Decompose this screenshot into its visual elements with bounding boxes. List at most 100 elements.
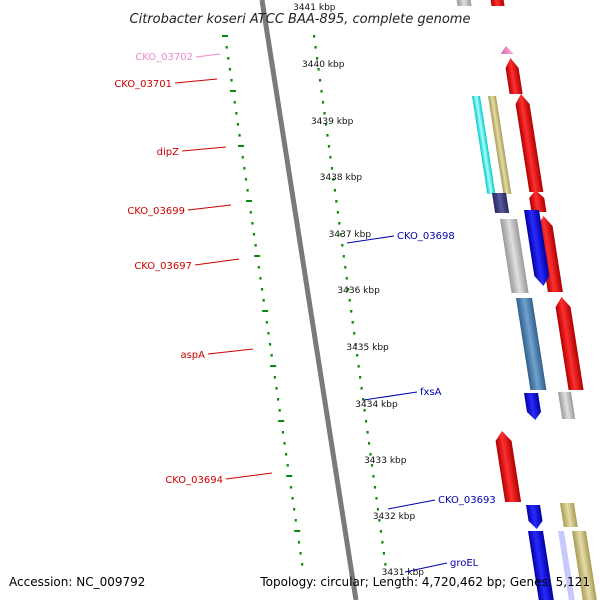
outer-tick-mark bbox=[348, 299, 351, 302]
inner-tick-mark bbox=[278, 409, 281, 412]
inner-tick-mark bbox=[299, 552, 302, 555]
outer-tick-mark bbox=[351, 321, 354, 324]
outer-tick-mark bbox=[321, 101, 325, 104]
outer-tick-mark bbox=[327, 145, 331, 148]
outer-tick-mark bbox=[354, 343, 357, 346]
scale-tick-label: 3437 kbp bbox=[329, 230, 372, 240]
outer-tick-mark bbox=[323, 112, 326, 115]
outer-tick-mark bbox=[342, 255, 345, 258]
inner-tick-mark bbox=[254, 255, 261, 257]
outer-tick-mark bbox=[339, 233, 342, 236]
gene-label: fxsA bbox=[420, 387, 442, 398]
inner-tick-mark bbox=[262, 310, 269, 312]
gene-cko03697 bbox=[500, 219, 529, 293]
gene-aspa-red bbox=[555, 297, 584, 390]
callout-line bbox=[194, 258, 240, 266]
scale-tick-label: 3436 kbp bbox=[337, 286, 380, 296]
gene-cko03697-red bbox=[537, 216, 563, 292]
scale-tick-label: 3433 kbp bbox=[364, 456, 407, 466]
inner-tick-mark bbox=[275, 387, 278, 390]
outer-tick-mark bbox=[347, 288, 350, 291]
inner-tick-mark bbox=[260, 288, 264, 291]
outer-tick-mark bbox=[338, 222, 341, 225]
inner-tick-mark bbox=[235, 112, 238, 115]
inner-tick-mark bbox=[259, 277, 262, 280]
outer-tick-mark bbox=[333, 189, 336, 192]
outer-tick-mark bbox=[344, 266, 347, 269]
inner-tick-mark bbox=[293, 508, 296, 511]
inner-tick-mark bbox=[301, 563, 304, 566]
scale-tick-label: 3440 kbp bbox=[302, 60, 345, 70]
outer-tick-mark bbox=[326, 134, 329, 137]
inner-tick-mark bbox=[291, 497, 294, 500]
outer-tick-mark bbox=[330, 167, 334, 170]
outer-tick-dots bbox=[313, 35, 387, 566]
callout-line bbox=[404, 562, 448, 573]
inner-tick-mark bbox=[297, 541, 301, 544]
gene-label: groEL bbox=[450, 558, 479, 569]
gene-label: CKO_03694 bbox=[165, 475, 223, 486]
outer-tick-mark bbox=[381, 541, 384, 544]
outer-tick-mark bbox=[357, 365, 360, 368]
outer-tick-mark bbox=[366, 431, 369, 434]
outer-tick-mark bbox=[369, 453, 372, 456]
outer-tick-mark bbox=[378, 519, 381, 522]
gene-cko03693 bbox=[525, 505, 543, 529]
inner-tick-mark bbox=[225, 46, 228, 49]
callout-line bbox=[346, 235, 395, 244]
outer-tick-mark bbox=[373, 486, 377, 489]
inner-tick-mark bbox=[246, 189, 249, 192]
callout-line bbox=[207, 348, 254, 355]
inner-tick-mark bbox=[230, 79, 233, 82]
outer-tick-mark bbox=[359, 376, 362, 379]
inner-tick-mark bbox=[262, 299, 265, 302]
inner-tick-mark bbox=[270, 365, 277, 367]
gene-stub-red-top bbox=[489, 0, 505, 6]
inner-tick-mark bbox=[276, 398, 280, 401]
outer-tick-mark bbox=[318, 79, 322, 82]
accession-label: Accession: NC_009792 bbox=[9, 575, 145, 589]
outer-tick-mark bbox=[362, 398, 365, 401]
inner-tick-mark bbox=[241, 156, 244, 159]
outer-tick-mark bbox=[364, 420, 368, 423]
gene-groel-khaki bbox=[571, 531, 598, 600]
map-title: Citrobacter koseri ATCC BAA-895, complet… bbox=[130, 12, 471, 27]
inner-tick-mark bbox=[238, 134, 241, 137]
outer-tick-mark bbox=[363, 409, 366, 412]
outer-tick-mark bbox=[320, 90, 323, 93]
callout-line bbox=[363, 391, 418, 401]
outer-tick-mark bbox=[360, 387, 363, 390]
outer-tick-mark bbox=[345, 277, 348, 280]
gene-aspa bbox=[516, 298, 547, 390]
scale-tick-label: 3439 kbp bbox=[311, 117, 354, 127]
inner-tick-mark bbox=[286, 475, 293, 477]
gene-cko03701 bbox=[505, 58, 523, 94]
inner-tick-mark bbox=[243, 167, 246, 170]
gene-label: CKO_03698 bbox=[397, 231, 455, 242]
callout-line bbox=[195, 53, 221, 58]
gene-label: CKO_03701 bbox=[114, 79, 172, 90]
gene-cko03698 bbox=[524, 210, 550, 286]
inner-tick-mark bbox=[246, 200, 253, 202]
genome-backbone bbox=[259, 0, 359, 600]
outer-tick-mark bbox=[382, 552, 385, 555]
inner-tick-mark bbox=[222, 35, 228, 37]
scale-tick-label: 3441 kbp bbox=[293, 3, 336, 13]
outer-tick-mark bbox=[332, 178, 335, 181]
gene-label: aspA bbox=[180, 350, 205, 361]
outer-tick-mark bbox=[329, 156, 332, 159]
callout-line bbox=[174, 78, 218, 84]
gene-label: CKO_03697 bbox=[134, 261, 192, 272]
scale-tick-label: 3434 kbp bbox=[355, 400, 398, 410]
gene-fxsa-gray bbox=[558, 392, 576, 419]
inner-tick-mark bbox=[268, 343, 272, 346]
gene-cko03702 bbox=[501, 46, 514, 54]
outer-tick-mark bbox=[376, 508, 380, 511]
scale-tick-label: 3435 kbp bbox=[346, 343, 389, 353]
outer-tick-mark bbox=[353, 332, 356, 335]
gene-cko03699 bbox=[492, 193, 510, 213]
callout-line bbox=[387, 499, 436, 510]
inner-tick-mark bbox=[294, 530, 301, 532]
inner-tick-mark bbox=[283, 442, 286, 445]
inner-tick-mark bbox=[230, 90, 237, 92]
